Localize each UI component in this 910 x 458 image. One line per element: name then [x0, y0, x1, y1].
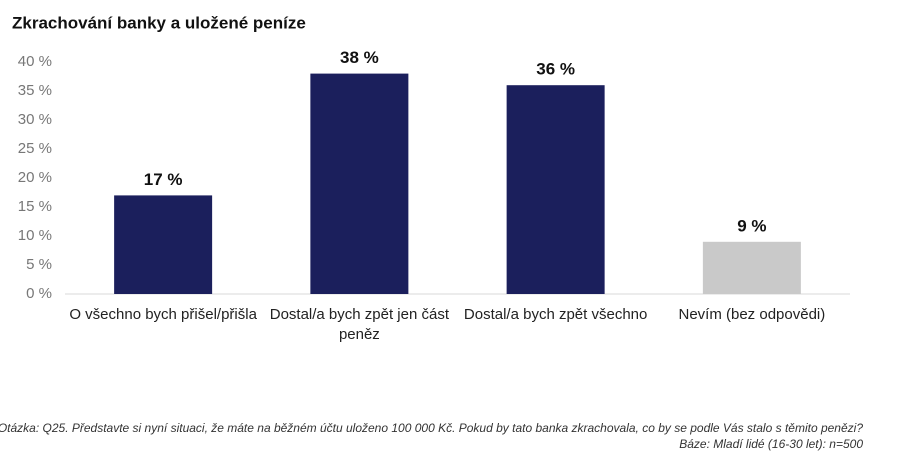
- base-note: Báze: Mladí lidé (16-30 let): n=500: [679, 437, 863, 451]
- x-tick-label: Nevím (bez odpovědi): [678, 306, 826, 323]
- bar: [114, 195, 213, 294]
- bar: [310, 73, 409, 294]
- y-tick-label: 0 %: [26, 285, 52, 302]
- y-tick-label: 25 %: [18, 140, 52, 157]
- y-tick-label: 5 %: [26, 256, 52, 273]
- value-label: 38 %: [340, 48, 379, 67]
- x-tick-label: O všechno bych přišel/přišla: [69, 306, 257, 323]
- bar: [506, 85, 605, 294]
- y-tick-label: 35 %: [18, 82, 52, 99]
- value-label: 36 %: [536, 60, 575, 79]
- value-label: 17 %: [144, 170, 183, 189]
- y-tick-label: 40 %: [18, 53, 52, 70]
- chart-title: Zkrachování banky a uložené peníze: [12, 13, 306, 32]
- y-tick-label: 30 %: [18, 111, 52, 128]
- value-label: 9 %: [737, 216, 766, 235]
- x-tick-label: Dostal/a bych zpět jen část peněz: [269, 306, 449, 343]
- bar: [702, 241, 801, 294]
- y-tick-label: 20 %: [18, 169, 52, 186]
- x-tick-label: Dostal/a bych zpět všechno: [463, 306, 648, 323]
- y-tick-label: 10 %: [18, 227, 52, 244]
- y-tick-label: 15 %: [18, 198, 52, 215]
- question-note: Otázka: Q25. Představte si nyní situaci,…: [0, 421, 863, 435]
